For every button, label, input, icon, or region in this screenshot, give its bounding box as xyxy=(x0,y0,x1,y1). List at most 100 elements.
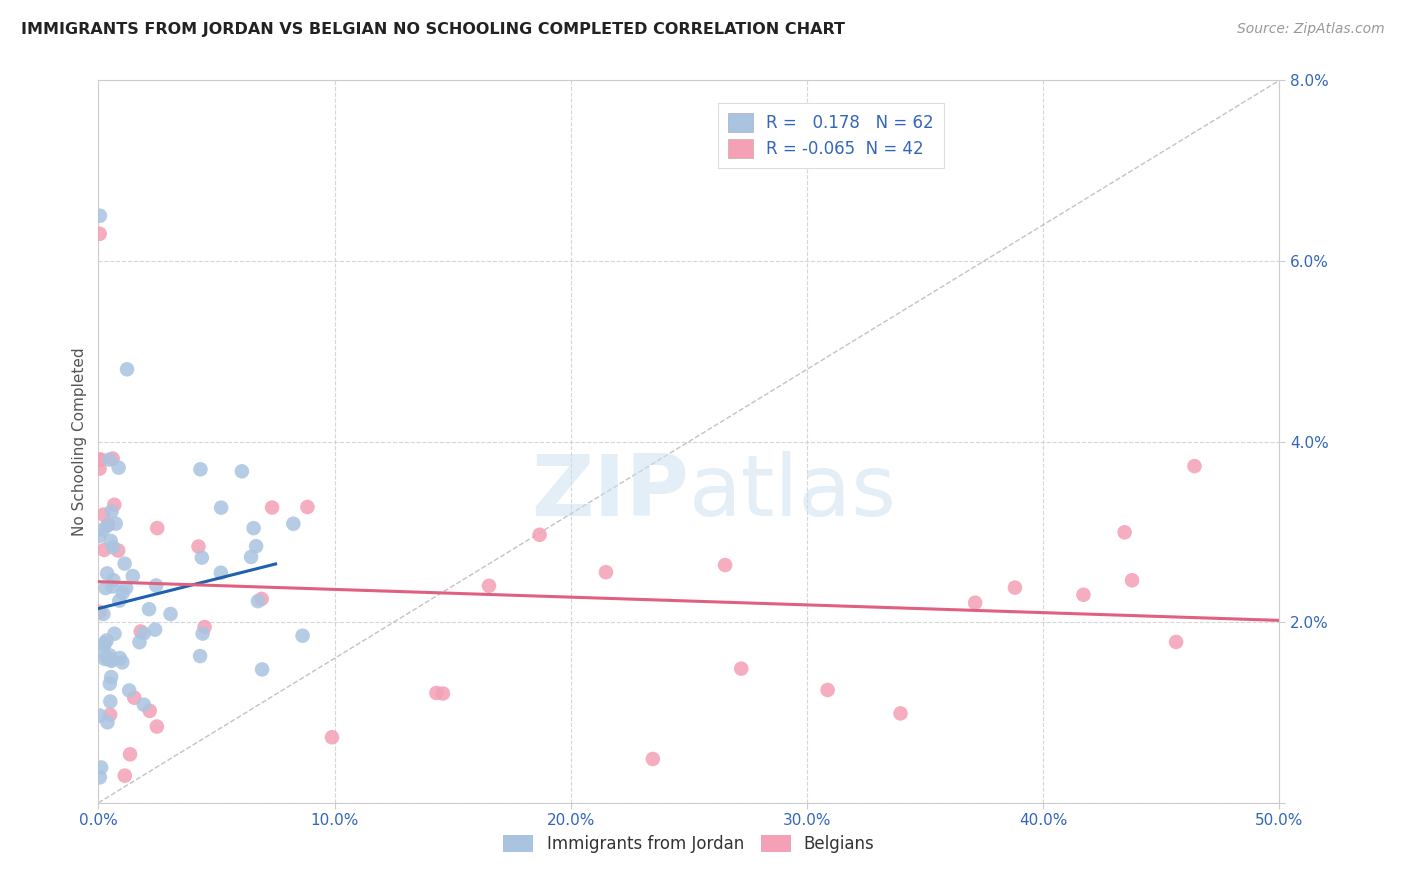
Point xyxy=(1164,635,1187,649)
Point xyxy=(87,529,110,543)
Point xyxy=(90,452,112,467)
Point xyxy=(103,573,125,587)
Point xyxy=(132,626,155,640)
Point xyxy=(209,566,232,580)
Point xyxy=(96,650,118,665)
Point xyxy=(291,629,314,643)
Point xyxy=(714,558,737,572)
Point xyxy=(143,623,166,637)
Point xyxy=(817,683,839,698)
Point xyxy=(260,500,283,515)
Point xyxy=(100,670,122,684)
Point xyxy=(89,770,111,784)
Point xyxy=(250,591,273,606)
Point xyxy=(1121,574,1143,588)
Point xyxy=(1184,459,1206,474)
Point xyxy=(98,648,121,663)
Point xyxy=(104,516,127,531)
Point xyxy=(89,452,111,467)
Point xyxy=(187,540,209,554)
Point xyxy=(115,362,138,376)
Point xyxy=(283,516,305,531)
Point xyxy=(425,686,447,700)
Point xyxy=(96,566,118,581)
Point xyxy=(89,227,111,241)
Point xyxy=(91,645,114,659)
Point xyxy=(111,586,134,600)
Point xyxy=(132,698,155,712)
Point xyxy=(100,654,122,668)
Point xyxy=(1004,581,1026,595)
Point xyxy=(965,596,987,610)
Point xyxy=(529,528,551,542)
Point xyxy=(100,504,122,518)
Point xyxy=(93,607,115,621)
Point xyxy=(138,704,160,718)
Point xyxy=(191,626,214,640)
Point xyxy=(118,747,141,762)
Point xyxy=(159,607,181,621)
Point xyxy=(118,683,141,698)
Point xyxy=(89,605,111,619)
Point xyxy=(231,464,253,478)
Text: Source: ZipAtlas.com: Source: ZipAtlas.com xyxy=(1237,22,1385,37)
Point xyxy=(114,557,136,571)
Point xyxy=(191,550,214,565)
Point xyxy=(145,578,167,592)
Point xyxy=(129,624,152,639)
Point xyxy=(93,636,115,650)
Point xyxy=(240,549,263,564)
Point xyxy=(1073,588,1095,602)
Point xyxy=(242,521,264,535)
Point xyxy=(245,539,267,553)
Point xyxy=(321,731,343,745)
Point xyxy=(101,580,124,594)
Point xyxy=(93,638,115,652)
Point xyxy=(98,707,121,722)
Point xyxy=(100,533,122,548)
Point xyxy=(90,760,112,774)
Point xyxy=(1114,525,1136,540)
Point xyxy=(108,651,131,665)
Point xyxy=(103,626,125,640)
Point xyxy=(595,565,617,579)
Point xyxy=(93,508,115,522)
Point xyxy=(98,652,121,666)
Point xyxy=(190,462,212,476)
Point xyxy=(297,500,319,514)
Point xyxy=(89,708,111,723)
Point xyxy=(128,635,150,649)
Y-axis label: No Schooling Completed: No Schooling Completed xyxy=(72,347,87,536)
Point xyxy=(641,752,664,766)
Point xyxy=(101,541,124,555)
Legend: Immigrants from Jordan, Belgians: Immigrants from Jordan, Belgians xyxy=(496,828,882,860)
Text: ZIP: ZIP xyxy=(531,450,689,533)
Point xyxy=(730,662,752,676)
Point xyxy=(107,543,129,558)
Point xyxy=(111,656,134,670)
Point xyxy=(250,662,273,676)
Point xyxy=(889,706,911,721)
Point xyxy=(96,518,118,533)
Point xyxy=(103,498,125,512)
Point xyxy=(478,579,501,593)
Point xyxy=(96,633,118,648)
Point xyxy=(121,569,143,583)
Point xyxy=(432,686,454,700)
Point xyxy=(91,523,114,537)
Point xyxy=(146,720,169,734)
Point xyxy=(96,715,118,730)
Point xyxy=(97,517,120,532)
Point xyxy=(107,460,129,475)
Point xyxy=(98,452,121,467)
Point xyxy=(89,209,111,223)
Point xyxy=(209,500,232,515)
Point xyxy=(146,521,169,535)
Point xyxy=(114,769,136,783)
Point xyxy=(93,542,115,557)
Point xyxy=(108,593,131,607)
Point xyxy=(138,602,160,616)
Point xyxy=(89,461,111,475)
Point xyxy=(246,594,269,608)
Point xyxy=(98,694,121,708)
